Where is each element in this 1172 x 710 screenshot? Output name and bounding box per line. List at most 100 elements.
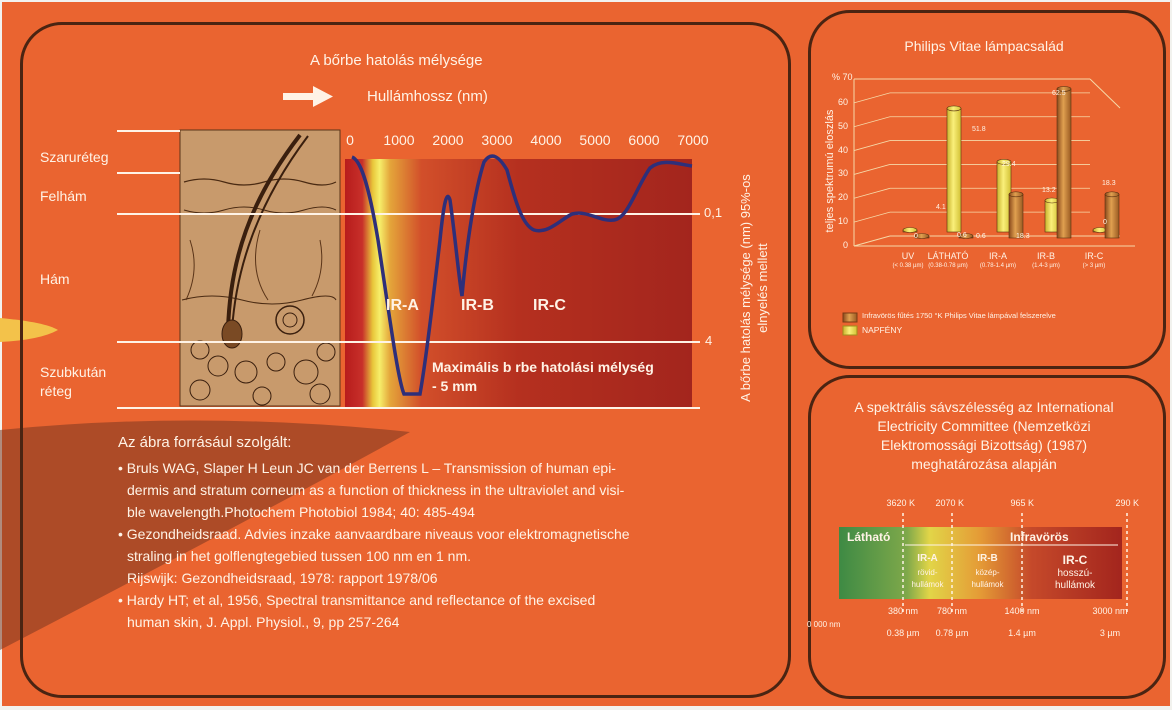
spectrum-band-sub: közép- bbox=[975, 568, 1000, 577]
philips-y-tick: 50 bbox=[837, 120, 848, 131]
spectrum-title-line: Electricity Committee (Nemzetközi bbox=[877, 418, 1091, 434]
spectrum-dividers bbox=[902, 513, 1128, 615]
philips-panel bbox=[808, 10, 1166, 369]
legend-label-napfeny: NAPFÉNY bbox=[862, 325, 903, 335]
philips-value-label: 4.1 bbox=[936, 204, 946, 211]
spectrum-band-name: IR-C bbox=[1062, 553, 1088, 567]
sources-list: • Bruls WAG, Slaper H Leun JC van der Be… bbox=[118, 457, 778, 633]
philips-category-label: LÁTHATÓ bbox=[927, 251, 969, 261]
philips-category-range: (< 0.38 µm) bbox=[892, 263, 924, 269]
philips-gridline bbox=[853, 164, 891, 175]
layer-label-felham: Felhám bbox=[40, 188, 87, 204]
source-line: dermis and stratum corneum as a function… bbox=[127, 482, 625, 498]
depth-tick-marks bbox=[692, 213, 700, 343]
arrow-right-icon bbox=[283, 86, 333, 107]
depth-tick-01: 0,1 bbox=[704, 205, 723, 220]
spectrum-band-sub: hullámok bbox=[1054, 580, 1096, 591]
philips-category-range: (0.38-0.78 µm) bbox=[928, 263, 968, 269]
philips-gridline bbox=[853, 116, 891, 128]
spectrum-nm-label: 1400 nm bbox=[1004, 606, 1040, 616]
philips-y-tick: 20 bbox=[837, 192, 848, 203]
max-depth-label: Maximális b rbe hatolási mélység bbox=[432, 359, 654, 375]
spectrum-nm-label: 0 000 nm bbox=[807, 620, 841, 629]
philips-value-label: 13.2 bbox=[1042, 187, 1056, 194]
philips-gridline bbox=[853, 211, 891, 223]
spectrum-band-name: IR-A bbox=[917, 553, 938, 564]
philips-value-label: 0 bbox=[914, 233, 918, 240]
source-line: Rijswijk: Gezondheidsraad, 1978: rapport… bbox=[127, 570, 438, 586]
philips-gridline bbox=[853, 187, 891, 199]
spectrum-band bbox=[839, 527, 1122, 599]
spectrum-um-label: 3 µm bbox=[1099, 628, 1121, 638]
wavelength-tick: 0 bbox=[346, 132, 354, 148]
layer-lines bbox=[117, 130, 700, 409]
philips-value-label: 0.6 bbox=[976, 233, 986, 240]
depth-axis-title-line2: elnyelés mellett bbox=[755, 243, 770, 333]
decor-swoosh bbox=[0, 420, 410, 650]
spectrum-title-line: Elektromossági Bizottság) (1987) bbox=[880, 437, 1088, 453]
main-panel bbox=[20, 22, 791, 698]
lamp-bar bbox=[1008, 191, 1024, 239]
napfeny-bar bbox=[902, 227, 918, 233]
layer-label-ham: Hám bbox=[40, 271, 70, 287]
penetration-band bbox=[345, 159, 692, 408]
spectrum-title: A spektrális sávszélesség az Internation… bbox=[808, 398, 1160, 474]
wavelength-tick: 3000 bbox=[481, 132, 513, 148]
philips-value-label: 18.3 bbox=[1102, 180, 1116, 187]
spectrum-um-label: 0.78 µm bbox=[935, 628, 969, 638]
philips-y-title: teljes spektrumú eloszlás bbox=[824, 109, 836, 233]
philips-value-label: 62.5 bbox=[1052, 90, 1066, 97]
philips-value-label: 18.3 bbox=[1016, 233, 1030, 240]
depth-tick-4: 4 bbox=[705, 333, 713, 348]
depth-axis-title-line1: A bőrbe hatolás mélysége (nm) 95%-os bbox=[738, 174, 753, 402]
philips-category-label: IR-B bbox=[1037, 251, 1055, 261]
wavelength-label: Hullámhossz (nm) bbox=[367, 88, 488, 105]
spectrum-title-line: meghatározása alapján bbox=[911, 456, 1057, 472]
spectrum-title-line: A spektrális sávszélesség az Internation… bbox=[854, 399, 1114, 415]
band-label-ir-a: IR-A bbox=[386, 297, 419, 314]
spectrum-temperature: 965 K bbox=[1010, 498, 1034, 508]
spectrum-infrared-label: Infravörös bbox=[1010, 530, 1069, 544]
source-item: • Hardy HT; et al, 1956, Spectral transm… bbox=[118, 589, 778, 633]
source-line: • Hardy HT; et al, 1956, Spectral transm… bbox=[118, 592, 596, 608]
philips-value-label: 0.6 bbox=[957, 232, 967, 239]
philips-y-tick: 30 bbox=[837, 168, 848, 179]
source-item: • Gezondheidsraad. Advies inzake aanvaar… bbox=[118, 523, 778, 589]
max-depth-value: - 5 mm bbox=[432, 378, 478, 394]
lamp-bar bbox=[958, 233, 974, 239]
napfeny-bar bbox=[1044, 197, 1060, 233]
spectrum-nm-label: 3000 nm bbox=[1092, 606, 1128, 616]
philips-title: Philips Vitae lámpacsalád bbox=[904, 38, 1064, 54]
spectrum-um-label: 0.38 µm bbox=[886, 628, 920, 638]
philips-y-tick: 60 bbox=[837, 96, 848, 107]
spectrum-temperature: 290 K bbox=[1115, 498, 1139, 508]
philips-y-tick: 10 bbox=[837, 216, 848, 227]
wavelength-tick: 1000 bbox=[383, 132, 415, 148]
spectrum-band-sub: hullámok bbox=[911, 580, 944, 589]
wavelength-tick: 5000 bbox=[579, 132, 611, 148]
source-line: ble wavelength.Photochem Photobiol 1984;… bbox=[127, 504, 475, 520]
wavelength-tick: 7000 bbox=[677, 132, 709, 148]
philips-category-label: IR-A bbox=[989, 251, 1007, 261]
spectrum-panel bbox=[808, 375, 1166, 699]
philips-bars bbox=[902, 86, 1120, 239]
wavelength-tick: 6000 bbox=[628, 132, 660, 148]
lamp-bar bbox=[914, 233, 930, 239]
philips-category-range: (0.78-1.4 µm) bbox=[979, 263, 1017, 269]
lamp-bar bbox=[1056, 86, 1072, 239]
band-label-ir-b: IR-B bbox=[461, 297, 494, 314]
source-line: • Gezondheidsraad. Advies inzake aanvaar… bbox=[118, 526, 630, 542]
layer-label-szubkutan: Szubkután réteg bbox=[40, 364, 107, 399]
source-line: • Bruls WAG, Slaper H Leun JC van der Be… bbox=[118, 460, 616, 476]
spectrum-nm-label: 780 nm bbox=[936, 606, 968, 616]
spectrum-band-name: IR-B bbox=[977, 553, 998, 564]
philips-category-label: IR-C bbox=[1084, 251, 1104, 261]
layer-label-szaruretg: Szaruréteg bbox=[40, 149, 109, 165]
decor-swoosh-yellow bbox=[0, 318, 58, 342]
philips-category-label: UV bbox=[901, 251, 915, 261]
philips-category-range: (1.4-3 µm) bbox=[1032, 263, 1060, 269]
sources-title: Az ábra forrásául szolgált: bbox=[118, 434, 292, 451]
legend-swatch-lamp bbox=[842, 312, 858, 323]
